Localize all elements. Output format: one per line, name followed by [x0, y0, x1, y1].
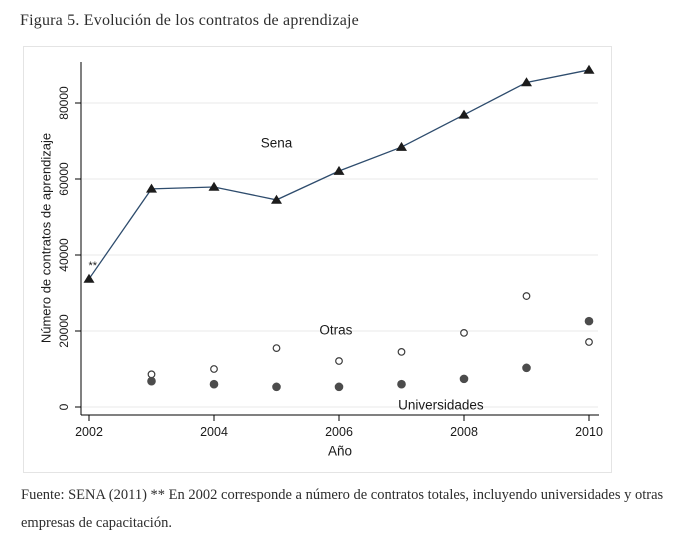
- footnote-line-1: Fuente: SENA (2011) ** En 2002 correspon…: [21, 487, 664, 503]
- otras-point-2008: [460, 329, 468, 337]
- series-label-universidades: Universidades: [398, 397, 484, 412]
- figure-frame: 0 20000 40000 60000 80000 2002 2004 2006 2008 201…: [23, 46, 612, 473]
- y-tick-label-60000: 60000: [57, 162, 71, 196]
- y-tick-label-20000: 20000: [57, 314, 71, 348]
- sena-marker-2005: [271, 194, 282, 204]
- otras-point-2005: [272, 344, 281, 353]
- sena-marker-2006: [333, 165, 345, 175]
- y-axis-title: Número de contratos de aprendizaje: [39, 133, 54, 343]
- series-label-sena: Sena: [261, 135, 293, 150]
- figure-footnote: Fuente: SENA (2011) ** En 2002 correspon…: [21, 481, 689, 537]
- universidades-point-2005: [272, 382, 281, 392]
- series-label-otras: Otras: [319, 322, 352, 337]
- x-tick-label-2008: 2008: [450, 425, 478, 439]
- universidades-point-2007: [397, 379, 406, 389]
- x-tick-label-2010: 2010: [575, 425, 603, 439]
- footnote-line-2: empresas de capacitación.: [21, 515, 172, 531]
- otras-point-2010: [585, 338, 593, 346]
- sena-marker-2009: [521, 77, 532, 87]
- sena-marker-2004: [208, 181, 220, 191]
- y-tick-label-0: 0: [57, 403, 71, 410]
- universidades-point-2006: [334, 382, 344, 392]
- sena-marker-2010: [583, 64, 595, 74]
- otras-point-2007: [397, 348, 406, 356]
- x-axis-title: Año: [328, 444, 352, 459]
- universidades-point-2008: [459, 374, 469, 384]
- y-tick-label-80000: 80000: [57, 86, 71, 120]
- figure-caption: Figura 5. Evolución de los contratos de …: [20, 12, 359, 29]
- sena-marker-2003: [146, 183, 157, 193]
- sena-marker-2002: [83, 273, 95, 283]
- sena-marker-2008: [458, 109, 470, 119]
- apprenticeship-contracts-chart: 0 20000 40000 60000 80000 2002 2004 2006 2008 201…: [39, 62, 603, 459]
- universidades-point-2004: [209, 379, 219, 389]
- otras-point-2003: [147, 370, 156, 379]
- universidades-point-2009: [522, 363, 531, 373]
- otras-point-2009: [522, 292, 531, 300]
- footnote-marker-annotation: **: [88, 260, 97, 272]
- universidades-point-2003: [147, 376, 156, 386]
- x-tick-label-2002: 2002: [75, 425, 103, 439]
- sena-marker-2007: [396, 141, 407, 151]
- otras-point-2004: [210, 365, 218, 373]
- otras-point-2006: [335, 357, 343, 365]
- x-tick-label-2004: 2004: [200, 425, 228, 439]
- x-tick-label-2006: 2006: [325, 425, 353, 439]
- y-tick-label-40000: 40000: [57, 238, 71, 272]
- universidades-point-2010: [584, 316, 594, 326]
